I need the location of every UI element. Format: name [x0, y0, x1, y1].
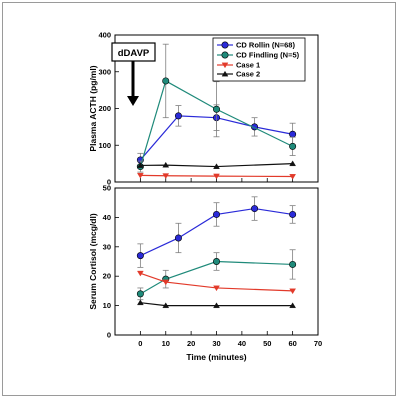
- x-tick-label: 10: [162, 339, 170, 348]
- x-tick-label: 50: [263, 339, 271, 348]
- series-line: [140, 260, 293, 295]
- y-tick-label: 400: [98, 31, 111, 40]
- data-point: [213, 257, 221, 265]
- x-tick-label: 60: [288, 339, 296, 348]
- y-axis-label: Serum Cortisol (mcg/dl): [88, 213, 98, 310]
- y-axis-label: Plasma ACTH (pg/ml): [88, 65, 98, 151]
- data-point: [137, 270, 144, 277]
- data-point: [289, 210, 297, 218]
- y-tick-label: 10: [103, 301, 111, 310]
- series-line: [140, 174, 293, 178]
- data-point: [162, 161, 170, 168]
- legend-label: Case 2: [236, 70, 260, 79]
- series-cd-findling-n-5: [136, 249, 297, 301]
- series-line: [139, 80, 293, 167]
- legend-marker-shape: [221, 62, 229, 69]
- legend-label: CD Rollin (N=68): [236, 41, 295, 50]
- legend-marker-shape: [221, 51, 229, 59]
- series-line: [140, 302, 293, 307]
- series-case-2: [137, 160, 296, 169]
- y-tick-label: 20: [103, 272, 111, 281]
- ddavp-annotation: dDAVP: [111, 42, 156, 106]
- data-point: [213, 302, 220, 308]
- data-point: [213, 173, 220, 180]
- legend-entry-cd-findling: CD Findling (N=5): [217, 51, 300, 60]
- data-point: [213, 105, 221, 113]
- x-tick-label: 0: [138, 339, 142, 348]
- legend-label: Case 1: [236, 61, 260, 70]
- y-tick-label: 40: [103, 213, 111, 222]
- data-point: [162, 302, 170, 308]
- legend-marker: [221, 51, 229, 59]
- legend-entry-cd-rollin: CD Rollin (N=68): [217, 41, 295, 50]
- legend-marker: [221, 41, 229, 49]
- y-tick-label: 300: [98, 67, 111, 76]
- data-point: [289, 142, 297, 150]
- data-point: [289, 130, 297, 138]
- legend-label: CD Findling (N=5): [236, 51, 300, 60]
- data-point: [137, 172, 144, 179]
- acth-panel: 0 100 200 300 400 Plasma ACTH (pg/ml): [88, 31, 319, 187]
- data-point: [162, 173, 170, 179]
- series-cd-rollin-n-68: [136, 196, 297, 268]
- series-line: [140, 163, 293, 168]
- series-case-1: [137, 172, 296, 180]
- y-tick-label: 200: [98, 104, 111, 113]
- legend-marker-shape: [221, 41, 229, 49]
- legend: CD Rollin (N=68) CD Findling (N=5) Case …: [212, 37, 306, 82]
- legend-entry-case-2: Case 2: [217, 70, 260, 79]
- data-point: [289, 174, 296, 180]
- data-point: [137, 162, 144, 168]
- x-axis-label: Time (minutes): [186, 352, 246, 362]
- data-point: [251, 205, 259, 213]
- data-point: [289, 302, 296, 308]
- cortisol-panel: 0 10 20 30 40 50 0 10 20 30 40 50 60 70 Serum Cortisol…: [88, 184, 322, 363]
- data-point: [289, 260, 297, 268]
- data-point: [136, 290, 144, 298]
- x-tick-label: 40: [238, 339, 246, 348]
- data-point: [136, 252, 144, 260]
- y-tick-label: 50: [103, 184, 111, 193]
- data-point: [289, 160, 296, 167]
- series-case-2: [137, 299, 296, 308]
- data-point: [213, 285, 220, 292]
- data-point: [162, 77, 170, 85]
- y-tick-label: 0: [107, 178, 111, 187]
- ddavp-arrow-head: [127, 96, 139, 106]
- x-tick-label: 70: [314, 339, 322, 348]
- data-point: [289, 288, 296, 295]
- data-point: [174, 112, 182, 120]
- x-tick-label: 30: [212, 339, 220, 348]
- x-tick-label: 20: [187, 339, 195, 348]
- data-point: [174, 234, 182, 242]
- data-point: [162, 279, 170, 286]
- legend-entry-case-1: Case 1: [217, 61, 260, 70]
- series-cd-findling-n-5: [136, 43, 297, 173]
- figure-frame: [2, 2, 396, 396]
- data-point: [137, 299, 144, 306]
- data-point: [213, 163, 220, 169]
- legend-marker: [221, 70, 229, 77]
- y-tick-label: 30: [103, 242, 111, 251]
- series-line: [140, 272, 293, 292]
- series-case-1: [137, 270, 296, 295]
- data-point: [213, 210, 221, 218]
- ddavp-label: dDAVP: [118, 48, 150, 59]
- y-tick-label: 0: [107, 331, 111, 340]
- legend-marker: [221, 62, 229, 69]
- y-tick-label: 100: [98, 141, 111, 150]
- legend-marker-shape: [221, 70, 229, 77]
